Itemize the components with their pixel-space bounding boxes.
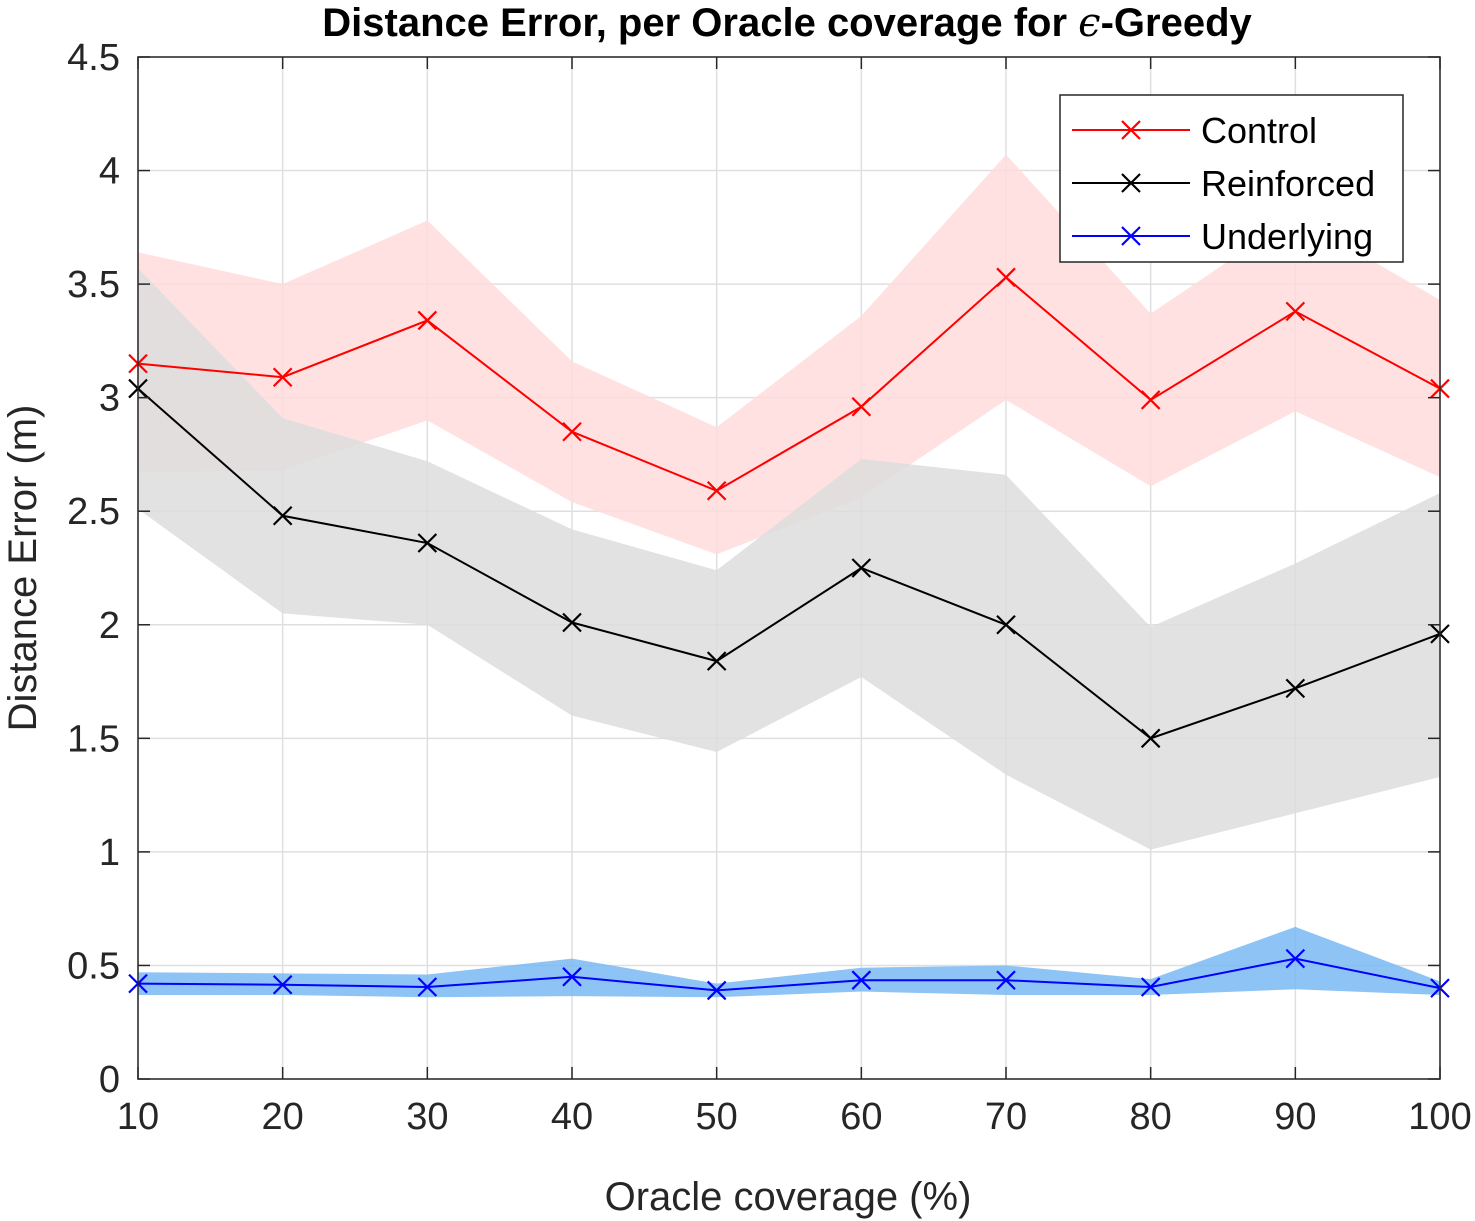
legend-label-underlying: Underlying [1201,216,1373,257]
point-underlying [417,977,438,997]
y-tick-label: 1 [99,832,120,874]
legend-marker-underlying [1121,226,1141,246]
y-tick-label: 1.5 [67,718,120,760]
legend-label-reinforced: Reinforced [1201,163,1375,204]
chart-title: Distance Error, per Oracle coverage for … [322,0,1252,46]
point-control [851,396,872,417]
line-reinforced [137,387,1441,740]
point-underlying [272,974,293,995]
y-tick-label: 2 [99,605,120,647]
axis-ticks: 10 20 30 40 50 60 70 80 90 100 0 0.5 1 1.5 2 2.5 3 3.5 4 4.… [67,37,1472,1138]
y-tick-label: 2.5 [67,491,120,533]
series-markers [128,267,1450,1001]
x-tick-label: 40 [551,1096,593,1138]
point-control [996,267,1016,288]
point-underlying [706,980,727,1001]
series-lines [137,275,1441,992]
x-axis-label: Oracle coverage (%) [605,1175,972,1219]
point-reinforced [996,615,1016,635]
y-tick-label: 0 [99,1059,120,1101]
point-control [562,421,582,442]
point-reinforced [272,505,293,526]
legend-marker-control [1121,120,1141,140]
x-tick-label: 30 [406,1096,448,1138]
x-tick-label: 90 [1274,1096,1316,1138]
point-reinforced [851,558,872,578]
confidence-bands [138,154,1440,998]
point-underlying [851,970,872,990]
legend-label-control: Control [1201,110,1317,151]
point-control [706,481,727,501]
x-tick-label: 70 [985,1096,1027,1138]
point-reinforced [706,651,727,671]
point-control [1140,390,1161,410]
legend: Control Reinforced Underlying [1059,94,1404,263]
line-control [137,275,1441,492]
y-tick-label: 3 [99,378,120,420]
point-reinforced [417,533,438,553]
point-underlying [996,970,1016,990]
point-control [272,367,293,388]
point-control [417,310,438,331]
plot-frame [137,56,1441,1080]
legend-box [1059,94,1404,263]
point-reinforced [562,612,582,633]
band-control [138,154,1440,555]
y-tick-label: 0.5 [67,945,120,987]
x-tick-label: 60 [840,1096,882,1138]
y-tick-label: 3.5 [67,264,120,306]
point-underlying [562,967,582,987]
x-tick-label: 50 [696,1096,738,1138]
band-underlying [138,926,1440,998]
band-reinforced [138,268,1440,850]
point-control [1285,301,1306,322]
x-tick-label: 10 [117,1096,159,1138]
legend-marker-reinforced [1121,173,1141,193]
point-underlying [1140,977,1161,997]
y-tick-label: 4 [99,151,120,193]
y-tick-label: 4.5 [67,37,120,79]
y-axis-label: Distance Error (m) [1,405,45,732]
x-tick-label: 100 [1408,1096,1471,1138]
point-reinforced [1140,728,1161,749]
x-tick-label: 20 [262,1096,304,1138]
point-reinforced [1285,678,1306,699]
point-underlying [1285,948,1306,969]
line-underlying [137,957,1441,992]
x-tick-label: 80 [1130,1096,1172,1138]
